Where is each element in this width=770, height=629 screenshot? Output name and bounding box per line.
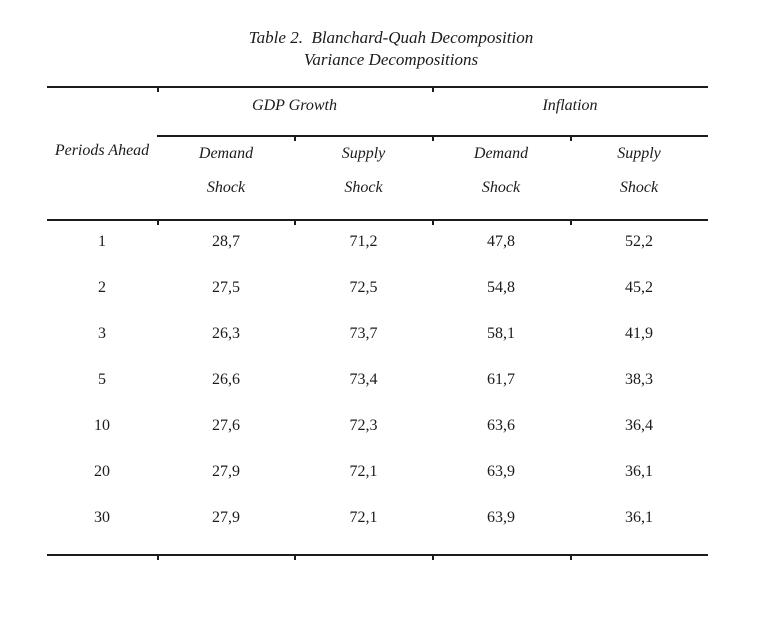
value-cell: 36,1 — [625, 463, 653, 480]
value-cell: 27,6 — [212, 417, 240, 434]
value-cell: 26,6 — [212, 371, 240, 388]
column-header-gdp-demand-line2: Shock — [206, 179, 246, 196]
column-tick — [294, 554, 296, 560]
value-cell: 54,8 — [487, 279, 515, 296]
column-header-gdp-supply-line2: Shock — [344, 179, 383, 196]
value-cell: 61,7 — [487, 371, 515, 388]
period-cell: 10 — [94, 417, 110, 434]
period-cell: 30 — [94, 509, 110, 526]
value-cell: 38,3 — [625, 371, 653, 388]
period-cell: 2 — [98, 279, 106, 296]
value-cell: 72,3 — [349, 417, 378, 434]
column-header-inflation-supply-line1: Supply — [617, 145, 661, 162]
value-cell: 73,4 — [349, 371, 378, 388]
value-cell: 63,6 — [487, 417, 515, 434]
column-tick — [432, 86, 434, 92]
value-cell: 72,5 — [349, 279, 378, 296]
column-tick — [570, 219, 572, 225]
header-bottom-rule — [47, 219, 708, 221]
table-bottom-rule — [47, 554, 708, 556]
value-cell: 72,1 — [349, 463, 378, 480]
value-cell: 73,7 — [349, 325, 378, 342]
column-tick — [157, 86, 159, 92]
group-header-inflation: Inflation — [542, 97, 598, 114]
column-header-gdp-supply-line1: Supply — [341, 145, 386, 162]
value-cell: 28,7 — [212, 233, 240, 250]
value-cell: 27,5 — [212, 279, 240, 296]
value-cell: 36,4 — [625, 417, 653, 434]
column-header-inflation-supply-line2: Shock — [619, 179, 659, 196]
period-cell: 5 — [98, 371, 106, 388]
column-tick — [432, 135, 434, 141]
column-tick — [570, 135, 572, 141]
value-cell: 26,3 — [212, 325, 240, 342]
period-cell: 20 — [94, 463, 110, 480]
value-cell: 71,2 — [349, 233, 378, 250]
column-header-gdp-demand-line1: Demand — [198, 145, 254, 162]
group-header-gdp-growth: GDP Growth — [252, 97, 337, 114]
table-title-line2: Variance Decompositions — [303, 50, 479, 69]
column-tick — [570, 554, 572, 560]
value-cell: 27,9 — [212, 509, 240, 526]
column-tick — [432, 219, 434, 225]
column-tick — [157, 219, 159, 225]
column-tick — [157, 554, 159, 560]
value-cell: 27,9 — [212, 463, 240, 480]
table-title-line1: Table 2. Blanchard-Quah Decomposition — [248, 28, 534, 47]
column-header-inflation-demand-line2: Shock — [481, 179, 521, 196]
period-cell: 3 — [98, 325, 106, 342]
value-cell: 72,1 — [349, 509, 378, 526]
value-cell: 58,1 — [487, 325, 515, 342]
column-header-inflation-demand-line1: Demand — [473, 145, 529, 162]
period-cell: 1 — [98, 233, 106, 250]
column-tick — [432, 554, 434, 560]
value-cell: 63,9 — [487, 463, 515, 480]
periods-ahead-label: Periods Ahead — [54, 142, 150, 159]
value-cell: 52,2 — [625, 233, 653, 250]
table-title: Table 2. Blanchard-Quah Decomposition Va… — [0, 27, 770, 71]
table-top-rule — [47, 86, 708, 88]
column-tick — [294, 135, 296, 141]
column-tick — [294, 219, 296, 225]
value-cell: 63,9 — [487, 509, 515, 526]
value-cell: 41,9 — [625, 325, 653, 342]
value-cell: 47,8 — [487, 233, 515, 250]
value-cell: 45,2 — [625, 279, 653, 296]
value-cell: 36,1 — [625, 509, 653, 526]
